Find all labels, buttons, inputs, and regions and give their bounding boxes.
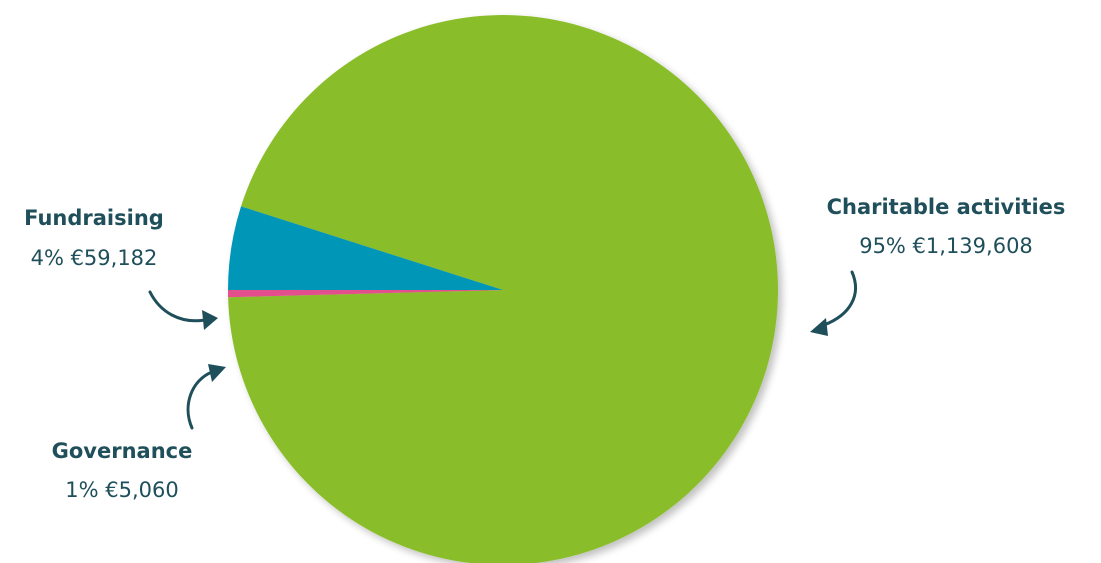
charitable-label: Charitable activities 95% €1,139,608 <box>810 195 1065 336</box>
governance-value: 1% €5,060 <box>65 478 178 502</box>
pie-slice-governance <box>228 290 503 298</box>
charitable-arrowhead <box>810 318 828 336</box>
fundraising-label: Fundraising 4% €59,182 <box>24 206 218 330</box>
pie-slice-fundraising <box>228 206 503 290</box>
charitable-value: 95% €1,139,608 <box>859 234 1033 258</box>
fundraising-arrowhead <box>202 310 218 330</box>
pie-slice-charitable-activities <box>228 15 778 563</box>
governance-arrow <box>186 370 214 430</box>
governance-label: Governance 1% €5,060 <box>52 364 226 502</box>
charitable-arrow <box>822 270 857 327</box>
governance-name: Governance <box>52 439 193 463</box>
fundraising-name: Fundraising <box>24 206 164 230</box>
charitable-name: Charitable activities <box>827 195 1066 219</box>
fundraising-arrow <box>148 290 207 323</box>
fundraising-value: 4% €59,182 <box>31 246 158 270</box>
governance-arrowhead <box>208 364 226 382</box>
pie-slices <box>228 15 778 563</box>
